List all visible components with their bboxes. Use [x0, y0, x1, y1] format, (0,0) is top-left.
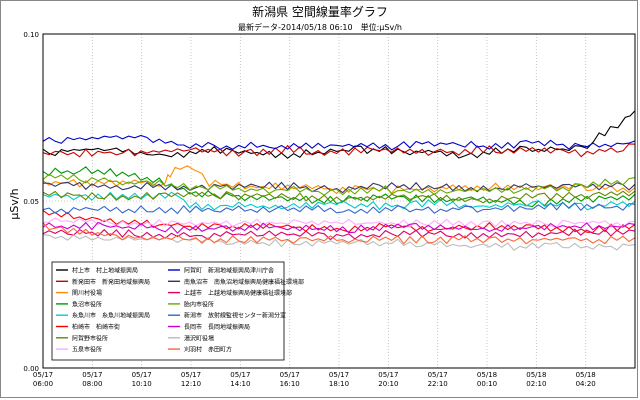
x-tick-time: 14:10	[230, 380, 250, 388]
series-line	[42, 222, 636, 245]
legend-entry: 上越市 上越地域振興局健康福祉環境部	[184, 289, 292, 297]
x-tick-time: 10:10	[132, 380, 152, 388]
legend-entry: 阿賀町 新潟地域振興局津川庁舎	[184, 267, 274, 275]
series-line	[42, 190, 636, 204]
legend-entry: 新潟市 放射線監視センター新潟分室	[184, 312, 286, 320]
series-line	[42, 191, 636, 211]
x-tick-time: 12:10	[181, 380, 201, 388]
x-tick-time: 02:10	[526, 380, 546, 388]
y-tick-label: 0.05	[23, 198, 39, 206]
y-tick-label: 0.00	[23, 365, 39, 373]
chart-subtitle: 最新データ-2014/05/18 06:10 単位:μSv/h	[238, 22, 402, 32]
x-tick-date: 05/18	[477, 371, 497, 379]
x-tick-date: 05/17	[181, 371, 201, 379]
legend-entry: 新発田市 新発田地域振興局	[72, 278, 150, 286]
x-tick-time: 18:10	[329, 380, 349, 388]
series-line	[42, 143, 636, 158]
x-tick-time: 00:10	[477, 380, 497, 388]
legend-entry: 魚沼市役所	[72, 300, 102, 308]
y-axis-label: μSv/h	[8, 188, 21, 219]
legend-entry: 糸魚川市 糸魚川地域振興局	[72, 312, 150, 320]
series-layer	[42, 110, 636, 251]
legend-entry: 阿賀野市役所	[72, 334, 108, 342]
legend-entry: 柏崎市 柏崎市街	[72, 323, 120, 331]
x-tick-time: 04:20	[576, 380, 596, 388]
series-line	[42, 173, 636, 196]
series-line	[42, 201, 636, 215]
legend-entry: 村上市 村上地域振興局	[72, 267, 138, 275]
legend-entry: 刈羽村 赤田町方	[184, 346, 232, 354]
series-line	[42, 134, 636, 151]
x-ticks: 05/1706:0005/1708:0005/1710:1005/1712:10…	[33, 371, 596, 388]
y-tick-label: 0.10	[23, 31, 39, 39]
chart-title: 新潟県 空間線量率グラフ	[252, 4, 388, 19]
x-tick-time: 06:00	[33, 380, 53, 388]
x-tick-date: 05/17	[428, 371, 448, 379]
series-line	[42, 234, 636, 251]
y-ticks: 0.00 0.05 0.10	[23, 31, 39, 373]
legend-box	[51, 261, 285, 361]
series-line	[42, 221, 636, 234]
plot-area	[42, 33, 636, 369]
series-line	[42, 217, 636, 228]
x-tick-date: 05/18	[526, 371, 546, 379]
x-tick-date: 05/17	[280, 371, 300, 379]
series-line	[42, 165, 636, 195]
x-tick-date: 05/17	[230, 371, 250, 379]
x-tick-date: 05/18	[576, 371, 596, 379]
legend-entry: 長岡市 長岡地域振興局	[184, 323, 250, 331]
x-tick-time: 08:00	[82, 380, 102, 388]
x-tick-time: 16:10	[280, 380, 300, 388]
x-tick-date: 05/17	[378, 371, 398, 379]
x-tick-time: 22:10	[428, 380, 448, 388]
legend-entry: 関川村役場	[72, 289, 102, 297]
legend-entry: 南魚沼市 南魚沼地域振興局健康福祉環境部	[184, 278, 304, 286]
legend-entry: 湯沢町役場	[184, 334, 214, 342]
x-tick-date: 05/17	[33, 371, 53, 379]
x-tick-date: 05/17	[132, 371, 152, 379]
legend-entry: 五泉市役所	[72, 346, 102, 354]
x-tick-date: 05/17	[329, 371, 349, 379]
x-tick-time: 20:10	[378, 380, 398, 388]
legend-entry: 胎内市役所	[184, 300, 214, 308]
series-line	[42, 228, 636, 241]
x-tick-date: 05/17	[82, 371, 102, 379]
